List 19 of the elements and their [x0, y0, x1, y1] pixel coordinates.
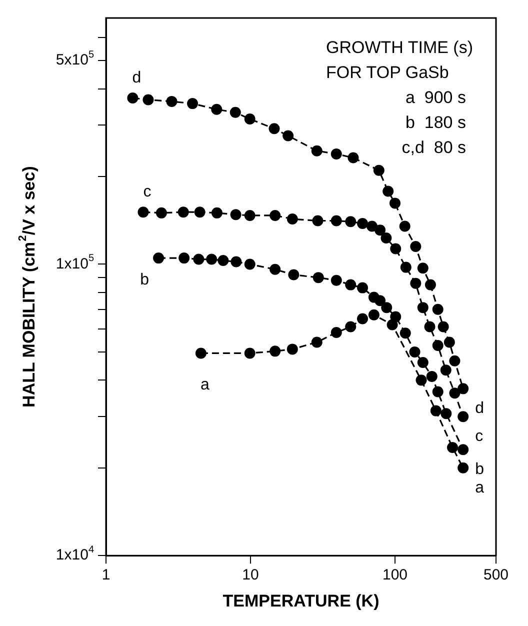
text: b — [475, 461, 484, 478]
x-axis-title: TEMPERATURE (K) — [222, 591, 380, 610]
annotation: FOR TOP GaSb — [326, 63, 449, 82]
x-tick-label: 10 — [242, 566, 259, 584]
x-tick-label: 1 — [102, 566, 110, 584]
annotation: GROWTH TIME (s) — [326, 38, 473, 58]
annotation: c,d 80 s — [402, 138, 466, 158]
series-label: d — [132, 69, 142, 86]
text: a — [200, 376, 210, 394]
annotation: b 180 s — [406, 113, 466, 132]
annotation: a 900 s — [406, 88, 466, 108]
series-label: a — [475, 479, 484, 496]
x-tick-label: 500 — [483, 566, 509, 584]
text: d — [475, 400, 484, 418]
y-axis-title: HALL MOBILITY (cm2/V x sec) — [17, 166, 39, 408]
series-label: b — [140, 271, 150, 288]
text: c — [475, 428, 484, 445]
x-tick-label: 100 — [382, 566, 408, 584]
series-label: c — [143, 183, 152, 200]
